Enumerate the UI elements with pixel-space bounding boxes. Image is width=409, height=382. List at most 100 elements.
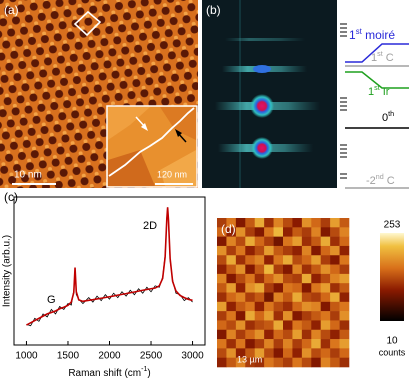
map-pixel <box>217 236 227 247</box>
peak-label: G <box>47 294 56 306</box>
map-pixel <box>292 273 303 284</box>
map-pixel <box>245 264 256 275</box>
panel-label: (a) <box>4 3 19 17</box>
map-pixel <box>226 311 237 321</box>
map-pixel <box>283 255 293 265</box>
map-pixel <box>339 227 350 237</box>
map-pixel <box>301 357 312 368</box>
map-pixel <box>301 273 312 284</box>
map-pixel <box>311 320 322 331</box>
map-pixel <box>273 311 284 321</box>
map-pixel <box>311 245 322 256</box>
scale-label: 120 nm <box>157 169 187 179</box>
map-pixel <box>254 339 265 349</box>
map-pixel <box>235 348 246 358</box>
map-pixel <box>226 283 237 293</box>
map-pixel <box>292 245 303 256</box>
x-axis-label: Raman shift (cm-1) <box>68 366 150 379</box>
map-pixel <box>273 329 284 340</box>
map-pixel <box>283 264 293 275</box>
map-pixel <box>217 311 227 321</box>
level-superscript: th <box>388 110 394 118</box>
map-pixel <box>301 245 312 256</box>
map-pixel <box>339 311 350 321</box>
map-pixel <box>339 357 350 368</box>
level-label: 1st moiré <box>349 27 395 42</box>
colorbar-unit: counts <box>379 347 406 357</box>
map-pixel <box>217 329 227 340</box>
map-pixel <box>283 227 293 237</box>
map-pixel <box>273 218 284 228</box>
spot <box>251 137 273 159</box>
map-pixel <box>273 227 284 237</box>
map-pixel <box>339 283 350 293</box>
map-pixel <box>226 245 237 256</box>
map-pixel <box>245 311 256 321</box>
map-pixel <box>273 348 284 358</box>
map-pixel <box>245 339 256 349</box>
map-pixel <box>245 227 256 237</box>
level-label: 0th <box>382 110 394 124</box>
map-pixel <box>235 227 246 237</box>
map-pixel <box>264 283 274 293</box>
map-pixel <box>235 357 246 368</box>
map-pixel <box>292 218 303 228</box>
map-pixel <box>311 227 322 237</box>
streak <box>225 38 305 41</box>
map-pixel <box>254 329 265 340</box>
map-pixel <box>330 339 340 349</box>
level-line <box>345 43 409 63</box>
map-pixel <box>226 301 237 312</box>
level-superscript: nd <box>376 173 384 181</box>
map-pixel <box>217 218 227 228</box>
map-pixel <box>264 273 274 284</box>
map-pixel <box>245 273 256 284</box>
map-pixel <box>301 218 312 228</box>
map-pixel <box>283 218 293 228</box>
map-pixel <box>320 264 331 275</box>
map-pixel <box>301 255 312 265</box>
map-pixel <box>330 218 340 228</box>
map-pixel <box>254 245 265 256</box>
map-pixel <box>311 236 322 247</box>
map-pixel <box>330 236 340 247</box>
map-pixel <box>264 236 274 247</box>
map-pixel <box>330 301 340 312</box>
terrace <box>108 150 155 186</box>
map-pixel <box>264 218 274 228</box>
map-pixel <box>254 283 265 293</box>
map-pixel <box>301 227 312 237</box>
map-pixel <box>235 264 246 275</box>
map-pixel <box>254 273 265 284</box>
x-tick-label: 2500 <box>140 351 163 362</box>
map-pixel <box>339 320 350 331</box>
map-pixel <box>311 357 322 368</box>
map-pixel <box>245 218 256 228</box>
map-pixel <box>226 218 237 228</box>
map-pixel <box>339 339 350 349</box>
map-pixel <box>245 357 256 368</box>
map-pixel <box>254 227 265 237</box>
map-pixel <box>226 329 237 340</box>
map-pixel <box>235 311 246 321</box>
map-pixel <box>292 320 303 331</box>
map-pixel <box>283 292 293 303</box>
map-pixel <box>301 320 312 331</box>
map-pixel <box>264 301 274 312</box>
map-pixel <box>226 357 237 368</box>
map-pixel <box>226 273 237 284</box>
map-pixel <box>226 236 237 247</box>
map-pixel <box>264 311 274 321</box>
map-pixel <box>254 236 265 247</box>
map-pixel <box>235 255 246 265</box>
map-pixel <box>226 320 237 331</box>
map-pixel <box>283 236 293 247</box>
map-pixel <box>292 357 303 368</box>
map-pixel <box>254 301 265 312</box>
map-pixel <box>273 245 284 256</box>
map-pixel <box>311 255 322 265</box>
map-pixel <box>320 357 331 368</box>
map-pixel <box>330 264 340 275</box>
level-text: C <box>383 52 394 64</box>
